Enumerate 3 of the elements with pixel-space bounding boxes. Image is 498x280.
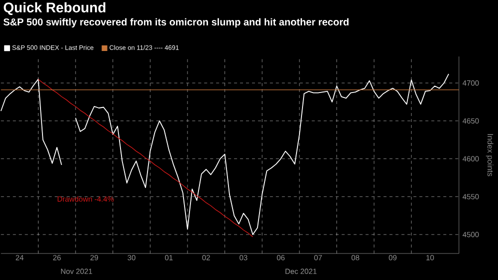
line-series xyxy=(38,78,254,238)
chart-title: Quick Rebound xyxy=(4,2,106,16)
chart-subtitle: S&P 500 swiftly recovered from its omicron slump and hit another record xyxy=(3,18,349,28)
